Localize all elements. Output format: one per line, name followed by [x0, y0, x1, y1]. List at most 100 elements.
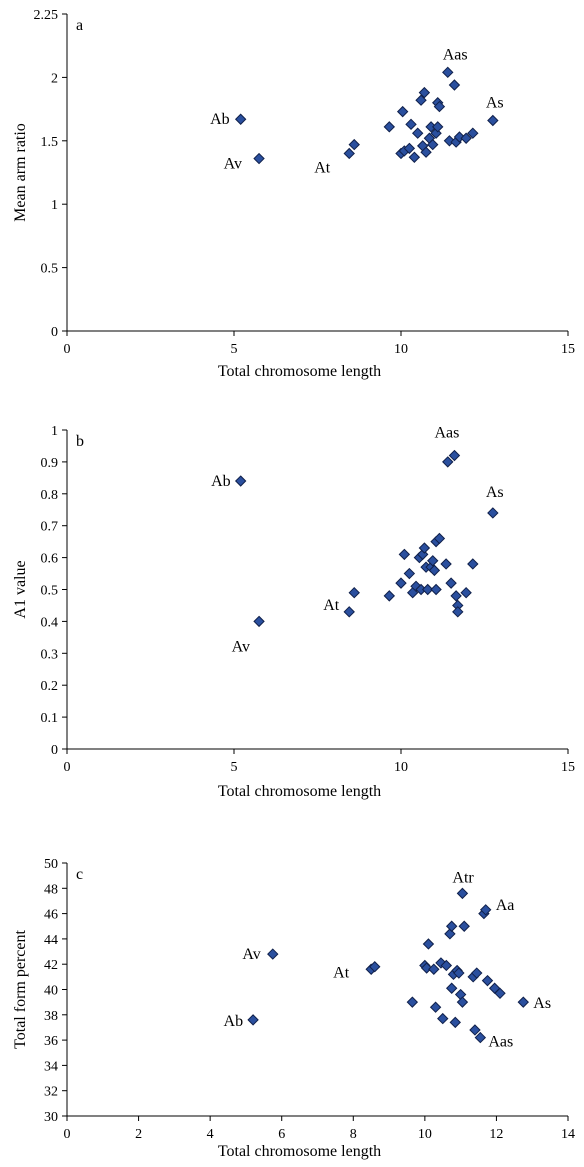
panel-c-data-point	[437, 1012, 449, 1025]
panel-c-annotation: Ab	[224, 1013, 244, 1030]
panel-a-y-axis-title: Mean arm ratio	[12, 123, 29, 222]
panel-b-annotation: At	[323, 597, 340, 614]
panel-b-y-tick-label: 0.7	[41, 520, 59, 535]
panel-a-data-point	[418, 86, 431, 99]
panel-c-data-point	[422, 938, 435, 950]
panel-c-x-tick-label: 10	[418, 1127, 432, 1142]
panel-c-data-point	[517, 996, 529, 1008]
panel-a-data-point	[343, 147, 355, 160]
panel-a-data-point	[405, 118, 417, 131]
panel-a-data-point	[448, 79, 461, 91]
panel-a-x-axis-title: Total chromosome length	[218, 363, 381, 380]
panel-a-data-point	[403, 142, 416, 155]
panel-a-data-point	[487, 114, 499, 127]
panel-c-y-tick-label: 40	[44, 984, 58, 999]
panel-b-data-point	[428, 564, 441, 577]
panel-c-y-tick-label: 30	[44, 1110, 58, 1125]
panel-a-data-point	[415, 94, 427, 106]
panel-c-data-point	[445, 920, 458, 932]
panel-b-annotation: Av	[232, 638, 250, 655]
panel-b-data-point	[422, 583, 434, 596]
panel-c-y-tick-label: 38	[44, 1009, 58, 1024]
panel-b-y-tick-label: 0.3	[41, 647, 59, 662]
panel-b-data-point	[418, 542, 431, 554]
panel-b-data-point	[348, 586, 360, 599]
panel-c-data-point	[454, 988, 467, 1001]
panel-c-data-point	[458, 920, 470, 932]
panel-c-x-tick-label: 6	[278, 1127, 285, 1142]
panel-c-annotation: At	[333, 964, 350, 981]
panel-a-data-point	[411, 127, 424, 139]
panel-c-data-point	[481, 974, 494, 987]
panel-a-x-tick-label: 10	[394, 342, 408, 357]
panel-a-data-point	[420, 146, 432, 158]
panel-c-x-tick-label: 14	[561, 1127, 575, 1142]
panel-b-data-point	[460, 586, 472, 599]
panel-a-data-point	[442, 66, 454, 79]
panel-a-x-tick-label: 5	[231, 342, 238, 357]
panel-a-y-tick-label: 2.25	[34, 8, 59, 23]
panel-b-data-point	[343, 606, 355, 618]
panel-b-data-point	[448, 449, 461, 462]
panel-c-data-point	[247, 1014, 259, 1026]
panel-a-data-point	[234, 113, 247, 125]
panel-c-x-tick-label: 2	[135, 1127, 142, 1142]
panel-b-data-point	[452, 606, 464, 618]
panel-b-data-point	[467, 558, 479, 570]
panel-a-data-point	[427, 138, 439, 151]
panel-a-x-tick-label: 0	[64, 342, 71, 357]
panel-b-y-tick-label: 0.2	[41, 679, 59, 694]
panel-b-x-tick-label: 0	[64, 760, 71, 775]
panel-c-data-point	[429, 1001, 442, 1013]
panel-b-data-point	[427, 555, 439, 567]
panel-b-x-tick-label: 15	[561, 760, 575, 775]
panel-b-y-tick-label: 0.8	[41, 488, 59, 503]
panel-c-data-point	[369, 961, 381, 973]
panel-c-y-tick-label: 48	[44, 882, 58, 897]
panel-b-x-axis-title: Total chromosome length	[218, 783, 381, 800]
panel-c-data-point	[267, 948, 279, 960]
panel-b-y-tick-label: 1	[51, 424, 58, 439]
panel-a-annotation: Av	[224, 156, 242, 173]
panel-b-data-point	[445, 577, 457, 589]
panel-b-data-point	[398, 548, 411, 561]
panel-c-data-point	[449, 1016, 461, 1029]
panel-c-data-point	[420, 962, 433, 974]
panel-a-annotation: As	[486, 95, 504, 112]
panel-b-x-tick-label: 5	[231, 760, 238, 775]
panel-b-data-point	[450, 590, 462, 602]
panel-b-y-tick-label: 0	[51, 743, 58, 758]
panel-a-data-point	[467, 127, 479, 139]
panel-c-data-point	[440, 959, 453, 972]
panel-c-y-tick-label: 34	[44, 1059, 58, 1074]
panel-a-data-point	[396, 105, 409, 118]
panel-c-data-point	[471, 967, 483, 979]
panel-c-letter: c	[76, 866, 83, 883]
panel-b-data-point	[383, 590, 396, 602]
panel-b-data-point	[440, 558, 452, 570]
panel-c-x-tick-label: 12	[489, 1127, 503, 1142]
panel-b-data-point	[487, 507, 499, 519]
panel-c-x-axis-title: Total chromosome length	[218, 1143, 381, 1160]
panel-b-y-tick-label: 0.6	[41, 552, 59, 567]
panel-a-data-point	[383, 121, 396, 133]
panel-c-y-tick-label: 36	[44, 1034, 58, 1049]
panel-c-y-tick-label: 46	[44, 908, 58, 923]
panel-c-annotation: Av	[242, 946, 260, 963]
panel-c-y-tick-label: 42	[44, 958, 58, 973]
panel-c-data-point	[456, 996, 469, 1008]
panel-c-x-tick-label: 4	[207, 1127, 214, 1142]
panel-c-data-point	[479, 904, 492, 916]
panel-b-y-axis-title: A1 value	[12, 560, 29, 618]
panel-b-data-point	[433, 532, 446, 545]
panel-a-data-point	[433, 100, 446, 113]
panel-b-data-point	[395, 577, 407, 589]
panel-c-y-tick-label: 32	[44, 1085, 58, 1100]
panel-a-y-tick-label: 0.5	[41, 262, 59, 277]
panel-a-y-tick-label: 1.5	[41, 135, 59, 150]
panel-b-y-tick-label: 0.1	[41, 711, 59, 726]
panel-c-data-point	[456, 887, 469, 900]
panel-c-x-tick-label: 0	[64, 1127, 71, 1142]
panel-c-annotation: Aa	[496, 897, 515, 914]
